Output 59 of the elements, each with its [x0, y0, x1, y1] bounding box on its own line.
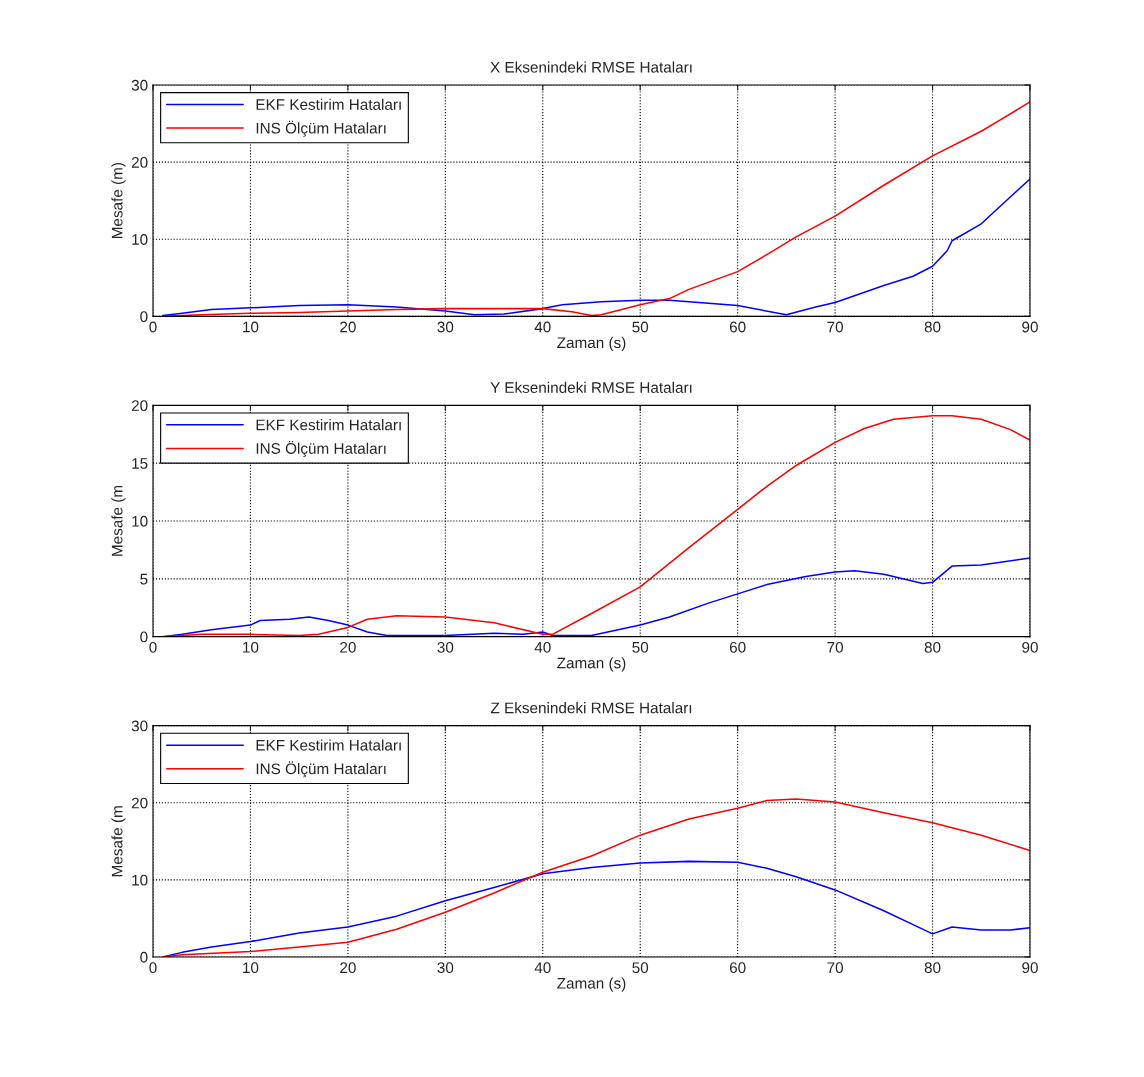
legend-label: EKF Kestirim Hataları — [256, 98, 401, 110]
x-axis-title: Zaman (s) — [557, 657, 626, 672]
x-tick-label: 30 — [437, 321, 454, 333]
y-tick-label: 20 — [131, 797, 148, 809]
x-tick-label: 20 — [340, 641, 356, 653]
x-tick-label: 70 — [827, 321, 844, 333]
legend-label: INS Ölçüm Hataları — [256, 120, 386, 137]
y-tick-label: 10 — [132, 874, 148, 886]
x-tick-label: 0 — [149, 962, 157, 974]
y-tick-label: 20 — [131, 400, 148, 412]
y-tick-label: 10 — [132, 234, 148, 245]
y-tick-label: 30 — [131, 79, 148, 91]
x-tick-label: 60 — [729, 321, 746, 333]
y-axis-title: Mesafe (m) — [111, 162, 126, 239]
x-tick-label: 80 — [924, 641, 941, 653]
y-tick-label: 15 — [132, 458, 148, 469]
x-tick-label: 80 — [924, 321, 941, 333]
x-tick-label: 70 — [827, 962, 844, 974]
x-tick-label: 10 — [243, 962, 259, 974]
x-tick-label: 60 — [729, 641, 746, 653]
y-tick-label: 0 — [140, 311, 148, 323]
legend-label: EKF Kestirim Hataları — [256, 739, 401, 751]
x-tick-label: 50 — [632, 641, 649, 653]
x-tick-label: 50 — [632, 321, 649, 333]
x-tick-label: 0 — [149, 641, 157, 653]
x-tick-label: 50 — [632, 962, 649, 974]
x-tick-label: 70 — [827, 641, 844, 653]
legend-label: INS Ölçüm Hataları — [256, 440, 386, 457]
x-tick-label: 20 — [340, 321, 356, 333]
x-tick-label: 0 — [149, 321, 157, 333]
x-axis-title: Zaman (s) — [557, 336, 626, 352]
x-axis-title: Zaman (s) — [557, 977, 626, 992]
x-tick-label: 90 — [1022, 321, 1038, 333]
x-tick-label: 60 — [729, 962, 746, 974]
y-tick-label: 30 — [131, 720, 148, 732]
x-tick-label: 90 — [1022, 641, 1038, 653]
x-tick-label: 80 — [924, 962, 941, 974]
y-tick-label: 0 — [140, 951, 148, 963]
legend-label: EKF Kestirim Hataları — [256, 419, 401, 431]
x-tick-label: 10 — [243, 321, 259, 333]
x-tick-label: 30 — [437, 962, 454, 974]
line-series — [161, 178, 1030, 317]
chart-title: X Eksenindeki RMSE Hataları — [490, 61, 692, 73]
x-tick-label: 40 — [534, 321, 551, 333]
y-tick-label: 0 — [140, 631, 148, 643]
y-axis-title: Mesafe (m — [111, 806, 126, 877]
y-tick-label: 5 — [140, 573, 148, 585]
x-tick-label: 30 — [437, 641, 454, 653]
x-tick-label: 40 — [534, 962, 551, 974]
x-tick-label: 20 — [340, 962, 356, 974]
y-tick-label: 20 — [131, 156, 148, 168]
chart-title: Z Eksenindeki RMSE Hataları — [490, 702, 692, 714]
y-axis-title: Mesafe (m — [111, 485, 126, 556]
y-tick-label: 10 — [132, 515, 148, 527]
x-tick-label: 10 — [243, 641, 259, 653]
x-tick-label: 40 — [534, 641, 551, 653]
legend-label: INS Ölçüm Hataları — [256, 761, 386, 778]
chart-title: Y Eksenindeki RMSE Hataları — [490, 381, 692, 393]
x-tick-label: 90 — [1022, 962, 1038, 974]
